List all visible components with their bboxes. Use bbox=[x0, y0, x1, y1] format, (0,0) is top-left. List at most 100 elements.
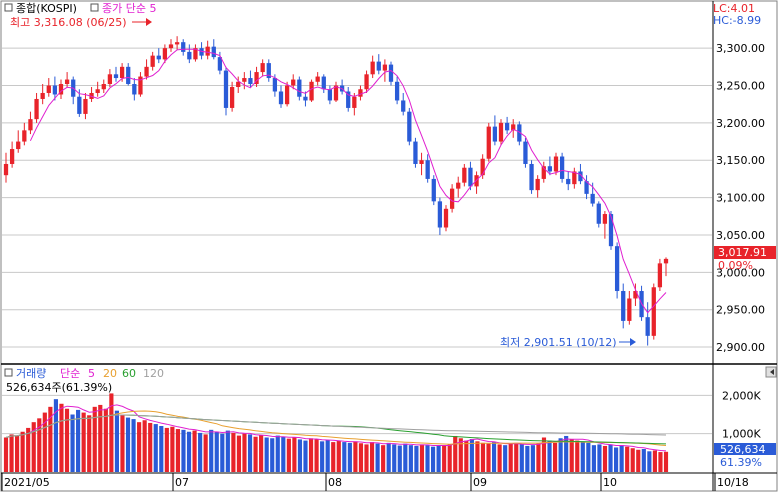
candle-body bbox=[150, 55, 155, 67]
volume-bar bbox=[514, 442, 519, 472]
volume-bar bbox=[630, 448, 635, 472]
x-tick-label: 07 bbox=[175, 476, 189, 489]
volume-bar bbox=[375, 443, 380, 472]
vol-panel-toggle-icon[interactable] bbox=[4, 368, 13, 377]
volume-bar bbox=[231, 432, 236, 472]
candle-body bbox=[651, 287, 656, 336]
candle-body bbox=[162, 48, 168, 60]
volume-info: 526,634주(61.39%) bbox=[6, 381, 112, 394]
candle-body bbox=[645, 317, 650, 336]
candle-body bbox=[211, 46, 216, 58]
candle-body bbox=[456, 182, 461, 189]
volume-bar bbox=[286, 438, 291, 472]
volume-bar bbox=[663, 451, 669, 472]
volume-bar bbox=[242, 433, 247, 472]
candle-body bbox=[449, 188, 455, 209]
volume-bar bbox=[292, 437, 297, 472]
candle-body bbox=[46, 85, 51, 93]
volume-bar bbox=[37, 418, 42, 472]
volume-bar bbox=[591, 445, 596, 472]
volume-ma120-path bbox=[5, 414, 667, 438]
high-marker-label: 최고 3,316.08 (06/25) bbox=[10, 16, 127, 29]
ma-toggle-icon[interactable] bbox=[90, 3, 99, 12]
candle-body bbox=[559, 156, 565, 179]
volume-bar bbox=[464, 440, 469, 472]
lc-label: LC:4.01 bbox=[713, 2, 755, 15]
price-panel-title: 종합(KOSPI) bbox=[16, 2, 77, 15]
volume-bar bbox=[137, 422, 142, 472]
volume-bar bbox=[175, 429, 181, 472]
volume-bar bbox=[508, 443, 513, 472]
volume-bar bbox=[114, 410, 120, 472]
volume-bar bbox=[458, 438, 463, 472]
volume-bar bbox=[636, 449, 641, 472]
x-tick-label: 08 bbox=[328, 476, 342, 489]
volume-bar bbox=[103, 408, 108, 472]
candle-body bbox=[9, 149, 15, 164]
candle-body bbox=[333, 85, 339, 101]
volume-bar bbox=[658, 452, 663, 472]
candle-body bbox=[16, 141, 21, 150]
volume-bar bbox=[92, 406, 97, 472]
volume-bar bbox=[15, 435, 20, 472]
candle-body bbox=[657, 263, 663, 288]
volume-bar bbox=[397, 445, 402, 472]
candle-body bbox=[284, 85, 290, 105]
candle-body bbox=[83, 98, 88, 114]
volume-bar bbox=[209, 429, 214, 472]
candle-body bbox=[633, 291, 638, 299]
last-price-badge bbox=[714, 246, 776, 259]
volume-bar bbox=[253, 436, 258, 472]
low-marker-label: 최저 2,901.51 (10/12) bbox=[500, 336, 617, 349]
candle-body bbox=[419, 160, 424, 164]
volume-bar bbox=[264, 437, 269, 472]
volume-bar bbox=[281, 436, 286, 472]
candle-body bbox=[28, 119, 33, 131]
candle-body bbox=[291, 79, 296, 86]
volume-panel-title: 거래량 bbox=[16, 367, 46, 380]
volume-bar bbox=[70, 414, 75, 472]
volume-bar bbox=[131, 419, 136, 472]
low-arrow-head bbox=[630, 338, 636, 346]
last-volume-pct: 61.39% bbox=[720, 456, 762, 469]
last-volume-text: 526,634 bbox=[720, 443, 766, 456]
last-price-text: 3,017.91 bbox=[718, 246, 767, 259]
panel-toggle-icon[interactable] bbox=[4, 3, 13, 12]
price-tick-label: 2,900.00 bbox=[716, 341, 765, 354]
volume-bar bbox=[525, 445, 530, 472]
volume-bar bbox=[20, 431, 25, 472]
volume-bar bbox=[336, 440, 341, 472]
volume-bar bbox=[42, 412, 47, 472]
candle-body bbox=[621, 291, 626, 321]
candle-body bbox=[608, 214, 614, 247]
volume-bar bbox=[419, 444, 425, 472]
volume-bar bbox=[347, 442, 352, 472]
candle-body bbox=[584, 181, 589, 194]
volume-bar bbox=[192, 430, 197, 472]
candle-body bbox=[309, 81, 314, 101]
vol-ma5-period: 5 bbox=[88, 367, 95, 380]
candle-body bbox=[297, 79, 302, 97]
volume-bar bbox=[342, 442, 347, 472]
candle-body bbox=[303, 96, 308, 101]
volume-bar bbox=[564, 435, 569, 472]
candle-body bbox=[101, 84, 106, 90]
candle-body bbox=[437, 201, 443, 228]
candle-body bbox=[242, 78, 247, 82]
volume-bar bbox=[59, 403, 64, 472]
candle-body bbox=[480, 158, 485, 176]
volume-bar bbox=[386, 442, 391, 472]
volume-bar bbox=[608, 444, 613, 472]
candle-body bbox=[138, 76, 143, 95]
volume-bar bbox=[259, 435, 264, 472]
candle-body bbox=[352, 96, 357, 108]
price-tick-label: 3,050.00 bbox=[716, 229, 765, 242]
volume-bar bbox=[552, 442, 558, 472]
volume-bars bbox=[3, 393, 669, 472]
volume-bar bbox=[536, 443, 541, 472]
volume-bar bbox=[31, 422, 36, 472]
volume-bar bbox=[558, 438, 563, 472]
price-tick-label: 3,150.00 bbox=[716, 154, 765, 167]
